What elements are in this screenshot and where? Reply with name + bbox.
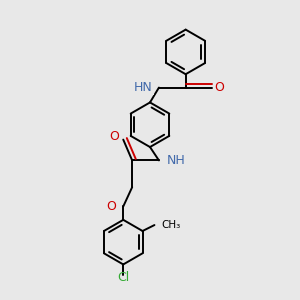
Text: CH₃: CH₃ [162,220,181,230]
Text: Cl: Cl [117,271,129,284]
Text: O: O [214,81,224,94]
Text: NH: NH [166,154,185,167]
Text: HN: HN [134,81,152,94]
Text: O: O [109,130,119,143]
Text: O: O [106,200,116,213]
